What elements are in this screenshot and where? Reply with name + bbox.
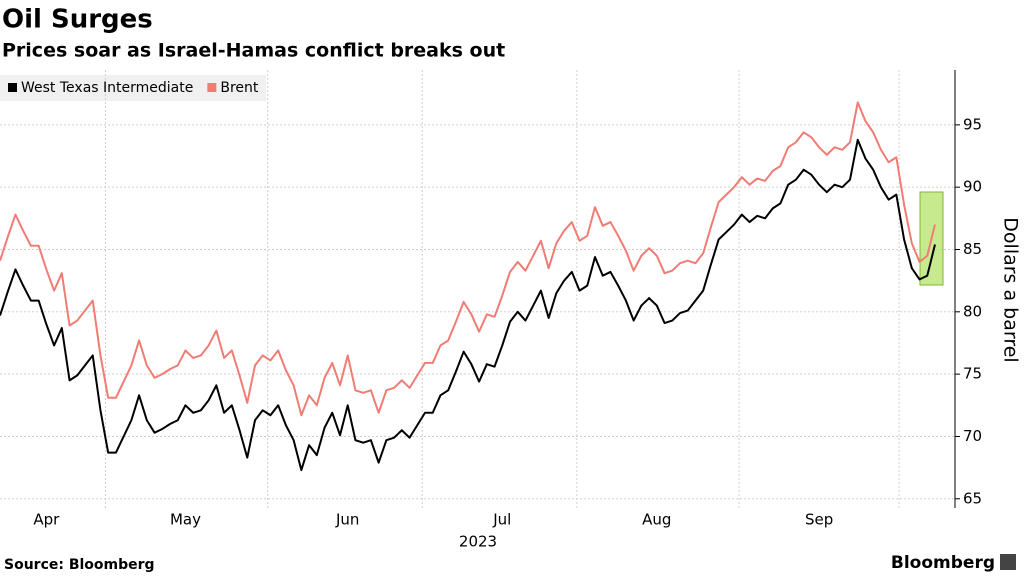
x-tick-label: Jul [492, 511, 511, 529]
source: Source: Bloomberg [4, 557, 155, 573]
x-axis-label: 2023 [459, 533, 497, 551]
legend-swatch [207, 83, 217, 92]
y-tick-label: 70 [963, 427, 982, 445]
y-tick-label: 75 [963, 365, 982, 383]
x-tick-label: Apr [33, 511, 60, 529]
y-tick-label: 90 [963, 178, 982, 196]
y-tick-label: 95 [963, 115, 982, 133]
y-tick-label: 65 [963, 489, 982, 507]
legend-label: Brent [220, 80, 259, 96]
line-series [0, 101, 936, 417]
legend-box [0, 75, 266, 101]
x-tick-label: Jun [335, 511, 359, 529]
y-tick-label: 85 [963, 240, 982, 258]
chart-subtitle: Prices soar as Israel-Hamas conflict bre… [2, 40, 505, 62]
line-series [0, 138, 936, 472]
y-axis-label: Dollars a barrel [1000, 217, 1022, 362]
brand-icon [1000, 554, 1016, 570]
brand: Bloomberg [891, 553, 995, 573]
legend-label: West Texas Intermediate [21, 80, 193, 96]
y-tick-label: 80 [963, 302, 982, 320]
legend-swatch [8, 83, 17, 92]
x-tick-label: May [170, 511, 201, 529]
x-tick-label: Aug [642, 511, 671, 529]
x-tick-label: Sep [805, 511, 833, 529]
chart-title: Oil Surges [2, 5, 153, 35]
